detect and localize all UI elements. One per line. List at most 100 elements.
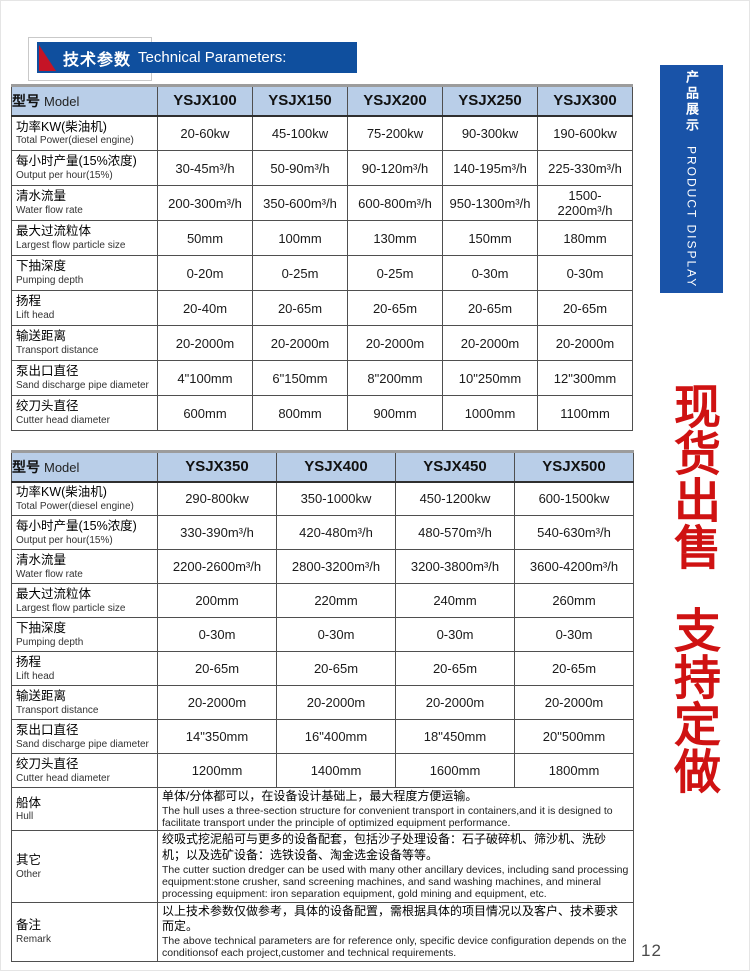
param-value-cell: 220mm xyxy=(276,583,396,618)
param-label-zh: 功率KW(柴油机) xyxy=(16,119,107,134)
param-label-zh: 泵出口直径 xyxy=(16,364,79,379)
param-label-cell: 扬程 Lift head xyxy=(11,290,158,326)
param-value-cell: 0-30m xyxy=(276,617,396,652)
param-value-cell: 20-2000m xyxy=(442,325,538,361)
param-value-cell: 350-1000kw xyxy=(276,481,396,516)
param-value-cell: 225-330m³/h xyxy=(537,150,633,186)
param-label-en: Water flow rate xyxy=(16,205,83,217)
model-name-cell: YSJX500 xyxy=(514,451,634,483)
param-value-cell: 20-2000m xyxy=(514,685,634,720)
table-row: 每小时产量(15%浓度) Output per hour(15%) 330-390m… xyxy=(11,515,634,550)
table-row: 最大过流粒体 Largest flow particle size 200mm 220… xyxy=(11,583,634,618)
param-label-en: Output per hour(15%) xyxy=(16,534,113,546)
param-value-cell: 20-2000m xyxy=(395,685,515,720)
model-name-cell: YSJX300 xyxy=(537,85,633,117)
vertical-slogan: 现货出售 支持定做 xyxy=(657,353,723,823)
section-title-banner: 技术参数 Technical Parameters: xyxy=(37,42,357,73)
param-value-cell: 2800-3200m³/h xyxy=(276,549,396,584)
table-row: 泵出口直径 Sand discharge pipe diameter 14"350m… xyxy=(11,719,634,754)
param-value-cell: 3200-3800m³/h xyxy=(395,549,515,584)
table-row: 输送距离 Transport distance 20-2000m 20-2000m 20… xyxy=(11,685,634,720)
param-label-zh: 输送距离 xyxy=(16,688,67,703)
param-value-cell: 2200-2600m³/h xyxy=(157,549,277,584)
param-value-cell: 14"350mm xyxy=(157,719,277,754)
table-row: 下抽深度 Pumping depth 0-30m 0-30m 0-30m 0-30m xyxy=(11,617,634,652)
param-label-zh: 绞刀头直径 xyxy=(16,399,79,414)
param-value-cell: 600-800m³/h xyxy=(347,185,443,221)
model-header-en: Model xyxy=(44,93,80,109)
param-label-en: Sand discharge pipe diameter xyxy=(16,738,149,750)
param-value-cell: 20-65m xyxy=(347,290,443,326)
param-value-cell: 20-65m xyxy=(537,290,633,326)
param-value-cell: 200mm xyxy=(157,583,277,618)
param-value-cell: 0-25m xyxy=(347,255,443,291)
model-header-row: 型号 Model YSJX350 YSJX400 YSJX450 YSJX500 xyxy=(11,451,634,483)
model-header-zh: 型号 xyxy=(12,458,40,475)
param-label-cell: 功率KW(柴油机) Total Power(diesel engine) xyxy=(11,481,158,516)
param-value-cell: 330-390m³/h xyxy=(157,515,277,550)
param-value-cell: 20-2000m xyxy=(347,325,443,361)
param-value-cell: 950-1300m³/h xyxy=(442,185,538,221)
note-label-cell: 其它 Other xyxy=(11,830,158,903)
model-name-cell: YSJX250 xyxy=(442,85,538,117)
note-text-cell: 绞吸式挖泥船可与更多的设备配套，包括沙子处理设备：石子破碎机、筛沙机、洗砂机；以… xyxy=(157,830,634,903)
param-value-cell: 20-65m xyxy=(395,651,515,686)
param-label-cell: 泵出口直径 Sand discharge pipe diameter xyxy=(11,360,158,396)
param-value-cell: 90-120m³/h xyxy=(347,150,443,186)
param-label-cell: 清水流量 Water flow rate xyxy=(11,549,158,584)
note-label-en: Hull xyxy=(16,811,34,823)
param-label-en: Transport distance xyxy=(16,345,99,357)
param-label-cell: 绞刀头直径 Cutter head diameter xyxy=(11,753,158,788)
param-value-cell: 12"300mm xyxy=(537,360,633,396)
param-label-zh: 每小时产量(15%浓度) xyxy=(16,518,137,533)
table-row: 清水流量 Water flow rate 2200-2600m³/h 2800-320… xyxy=(11,549,634,584)
param-label-en: Output per hour(15%) xyxy=(16,170,113,182)
table-row: 清水流量 Water flow rate 200-300m³/h 350-600m³/… xyxy=(11,185,633,221)
product-display-label-zh: 产品展示 xyxy=(684,69,699,134)
param-value-cell: 0-25m xyxy=(252,255,348,291)
param-label-cell: 功率KW(柴油机) Total Power(diesel engine) xyxy=(11,115,158,151)
model-name-cell: YSJX400 xyxy=(276,451,396,483)
param-value-cell: 50mm xyxy=(157,220,253,256)
table-row: 绞刀头直径 Cutter head diameter 600mm 800mm 900mm… xyxy=(11,395,633,431)
param-value-cell: 20-65m xyxy=(252,290,348,326)
param-label-zh: 功率KW(柴油机) xyxy=(16,485,107,500)
param-value-cell: 130mm xyxy=(347,220,443,256)
parameters-table-1: 型号 Model YSJX100 YSJX150 YSJX200 YSJX250 YSJX3… xyxy=(11,84,633,431)
param-value-cell: 180mm xyxy=(537,220,633,256)
param-value-cell: 1100mm xyxy=(537,395,633,431)
model-name-cell: YSJX150 xyxy=(252,85,348,117)
param-value-cell: 6"150mm xyxy=(252,360,348,396)
table-row: 输送距离 Transport distance 20-2000m 20-2000m 20… xyxy=(11,325,633,361)
param-label-en: Water flow rate xyxy=(16,568,83,580)
model-name-cell: YSJX350 xyxy=(157,451,277,483)
param-value-cell: 20-65m xyxy=(276,651,396,686)
param-label-cell: 清水流量 Water flow rate xyxy=(11,185,158,221)
table-row: 每小时产量(15%浓度) Output per hour(15%) 30-45m³/… xyxy=(11,150,633,186)
param-label-en: Sand discharge pipe diameter xyxy=(16,380,149,392)
param-value-cell: 20-2000m xyxy=(276,685,396,720)
note-row-hull: 船体 Hull 单体/分体都可以，在设备设计基础上，最大程度方便运输。 The hul… xyxy=(11,786,634,832)
product-display-label-en: PRODUCT DISPLAY xyxy=(684,145,699,289)
param-value-cell: 20-60kw xyxy=(157,115,253,151)
param-label-cell: 下抽深度 Pumping depth xyxy=(11,617,158,652)
param-value-cell: 480-570m³/h xyxy=(395,515,515,550)
param-label-cell: 泵出口直径 Sand discharge pipe diameter xyxy=(11,719,158,754)
table-row: 扬程 Lift head 20-65m 20-65m 20-65m 20-65m xyxy=(11,651,634,686)
note-label-zh: 其它 xyxy=(16,852,42,867)
param-value-cell: 0-30m xyxy=(514,617,634,652)
param-value-cell: 20-40m xyxy=(157,290,253,326)
param-value-cell: 4"100mm xyxy=(157,360,253,396)
param-label-zh: 扬程 xyxy=(16,654,42,669)
param-label-zh: 下抽深度 xyxy=(16,620,67,635)
param-value-cell: 20-65m xyxy=(442,290,538,326)
param-label-zh: 输送距离 xyxy=(16,329,67,344)
param-value-cell: 75-200kw xyxy=(347,115,443,151)
param-label-cell: 输送距离 Transport distance xyxy=(11,325,158,361)
param-label-en: Lift head xyxy=(16,670,55,682)
param-value-cell: 20-65m xyxy=(514,651,634,686)
param-value-cell: 1800mm xyxy=(514,753,634,788)
param-value-cell: 140-195m³/h xyxy=(442,150,538,186)
table-row: 扬程 Lift head 20-40m 20-65m 20-65m 20-65m 20-65… xyxy=(11,290,633,326)
